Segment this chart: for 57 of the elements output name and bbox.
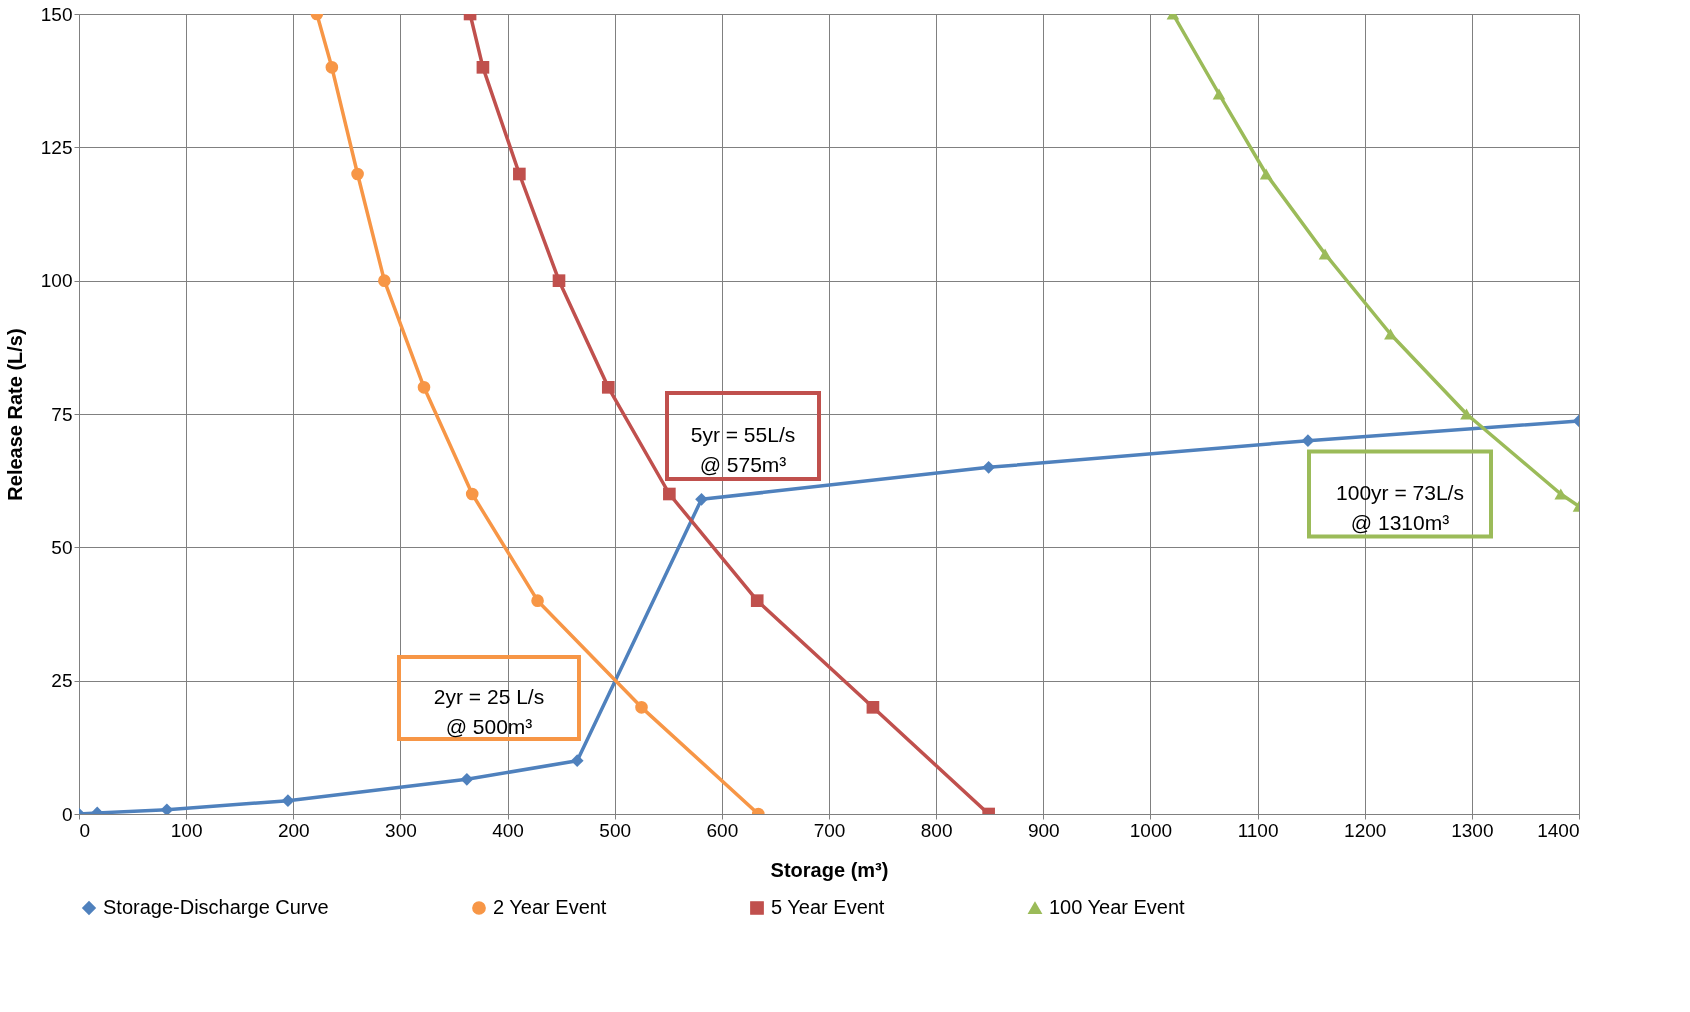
y-tick-label: 50 xyxy=(51,536,73,558)
point xyxy=(695,493,708,506)
point xyxy=(1301,434,1315,447)
x-tick-label: 1300 xyxy=(1451,819,1494,841)
annotation: 100yr = 73L/s @ 1310m³ xyxy=(1336,481,1464,534)
x-tick-label: 800 xyxy=(920,819,953,841)
point xyxy=(465,487,479,501)
x-tick-label: 1200 xyxy=(1344,819,1387,841)
y-tick-label: 125 xyxy=(40,136,73,158)
y-tick-label: 0 xyxy=(61,803,73,825)
x-tick-label: 600 xyxy=(706,819,739,841)
point xyxy=(982,461,995,474)
y-axis-title: Release Rate (L/s) xyxy=(3,328,26,501)
point xyxy=(417,381,431,394)
point xyxy=(160,803,174,814)
point xyxy=(351,167,364,181)
x-tick-label: 100 xyxy=(170,819,203,841)
y-tick-label: 75 xyxy=(51,403,73,425)
point xyxy=(513,167,526,181)
point xyxy=(552,274,566,287)
x-tick-label: 200 xyxy=(277,819,310,841)
point xyxy=(663,487,676,501)
point xyxy=(1259,168,1273,180)
x-tick-label: 900 xyxy=(1027,819,1060,841)
point xyxy=(325,61,339,74)
x-tick-label: 400 xyxy=(492,819,524,841)
point xyxy=(750,594,764,607)
point xyxy=(281,794,295,807)
annotation: 5yr = 55L/s @ 575m³ xyxy=(690,423,796,476)
y-tick-label: 100 xyxy=(40,270,73,292)
x-axis-title: Storage (m³) xyxy=(770,858,889,881)
legend-label: 2 Year Event xyxy=(493,896,607,918)
point xyxy=(1212,88,1226,100)
legend-label: 5 Year Event xyxy=(771,896,885,918)
point xyxy=(635,701,648,714)
x-tick-label: 1100 xyxy=(1237,819,1279,841)
point xyxy=(460,773,474,786)
x-tick-label: 500 xyxy=(599,819,632,841)
point xyxy=(1384,328,1397,340)
annotation: 2yr = 25 L/s @ 500m³ xyxy=(433,685,545,738)
point xyxy=(1318,248,1332,260)
x-tick-label: 1400 xyxy=(1537,819,1580,841)
x-tick-label: 300 xyxy=(385,819,417,841)
point xyxy=(866,701,880,714)
point xyxy=(1554,488,1568,500)
y-tick-label: 25 xyxy=(51,670,73,692)
point xyxy=(570,754,584,767)
point xyxy=(531,594,544,607)
legend-label: 100 Year Event xyxy=(1049,896,1186,918)
x-tick-label: 0 xyxy=(79,819,91,841)
legend-label: Storage-Discharge Curve xyxy=(103,896,329,918)
point xyxy=(378,274,391,287)
point xyxy=(476,61,490,74)
x-tick-label: 1000 xyxy=(1129,819,1173,841)
point xyxy=(601,381,615,394)
x-tick-label: 700 xyxy=(813,819,846,841)
y-tick-label: 150 xyxy=(40,3,73,25)
